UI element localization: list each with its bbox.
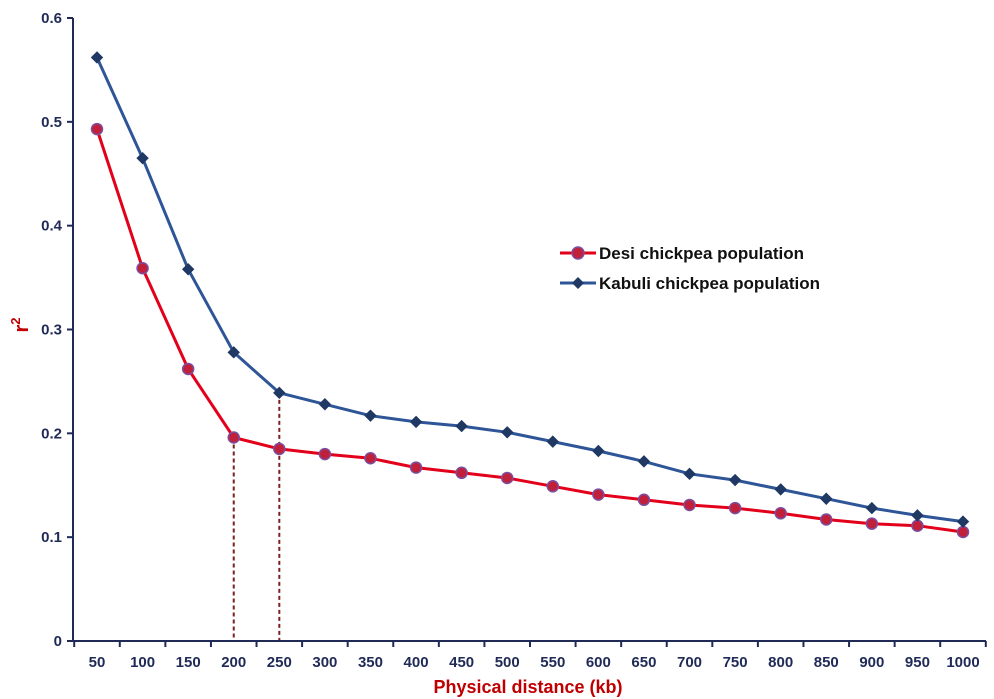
x-tick-label-200: 200: [221, 654, 246, 671]
point-desi-150: [181, 362, 195, 376]
point-desi-950: [911, 519, 924, 532]
series-line-desi: [95, 128, 964, 534]
point-kabuli-600: [592, 444, 605, 458]
x-axis-title: Physical distance (kb): [433, 677, 622, 697]
point-desi-450: [455, 466, 468, 480]
point-desi-700: [683, 498, 696, 512]
y-tick-label-5: 0.5: [41, 114, 62, 131]
x-tick-label-950: 950: [905, 654, 930, 671]
point-kabuli-800: [774, 483, 787, 496]
point-kabuli-1000: [956, 515, 970, 528]
x-tick-label-900: 900: [859, 654, 884, 671]
point-kabuli-850: [820, 492, 833, 505]
point-kabuli-300: [318, 398, 332, 411]
point-kabuli-950: [911, 509, 924, 522]
x-tick-label-50: 50: [89, 654, 106, 671]
point-kabuli-500: [501, 426, 514, 439]
point-kabuli-650: [637, 455, 651, 468]
point-kabuli-350: [364, 409, 377, 422]
point-kabuli-150: [181, 263, 195, 276]
x-tick-label-850: 850: [814, 654, 839, 671]
x-tick-label-400: 400: [404, 654, 429, 671]
x-tick-label-500: 500: [495, 654, 520, 671]
x-tick-label-650: 650: [631, 654, 656, 671]
x-tick-label-350: 350: [358, 654, 383, 671]
x-tick-label-600: 600: [586, 654, 611, 671]
y-tick-label-6: 0.6: [41, 10, 62, 27]
y-axis-title-superscript: 2: [8, 317, 23, 324]
legend-entry-kabuli: Kabuli chickpea population: [560, 274, 820, 293]
x-tick-label-100: 100: [130, 654, 155, 671]
ticks: 0 0.1 0.2 0.3 0.4 0.5 0.6 50 100 150 200 250 300 350 4…: [41, 10, 987, 671]
point-kabuli-700: [683, 467, 696, 481]
point-desi-350: [364, 452, 377, 465]
point-desi-750: [728, 501, 742, 515]
point-desi-300: [318, 447, 332, 461]
y-tick-label-1: 0.1: [41, 529, 62, 546]
x-tick-label-450: 450: [449, 654, 474, 671]
x-tick-label-550: 550: [540, 654, 565, 671]
point-desi-650: [637, 493, 651, 507]
legend: Desi chickpea population Kabuli chickpea…: [560, 244, 820, 293]
svg-text:r2: r2: [8, 317, 33, 332]
axes: [72, 18, 986, 642]
point-desi-100: [136, 261, 149, 275]
point-desi-50: [90, 122, 104, 136]
y-axis-title: r2: [8, 317, 33, 332]
x-tick-label-700: 700: [677, 654, 702, 671]
point-kabuli-900: [865, 501, 879, 515]
y-tick-label-3: 0.3: [41, 322, 62, 339]
point-kabuli-750: [728, 473, 742, 487]
legend-label-desi: Desi chickpea population: [599, 244, 804, 263]
point-desi-550: [546, 480, 560, 493]
point-desi-500: [500, 471, 514, 485]
point-kabuli-400: [409, 415, 423, 429]
point-desi-850: [820, 513, 833, 526]
x-tick-label-750: 750: [723, 654, 748, 671]
point-kabuli-50: [90, 51, 104, 64]
legend-marker-kabuli: [572, 277, 584, 289]
reference-lines: [232, 392, 281, 641]
y-tick-label-2: 0.2: [41, 425, 62, 442]
point-desi-1000: [956, 525, 970, 539]
y-tick-label-4: 0.4: [41, 218, 63, 235]
point-desi-400: [409, 461, 423, 474]
legend-label-kabuli: Kabuli chickpea population: [599, 274, 820, 293]
point-kabuli-100: [136, 151, 149, 165]
x-tick-label-1000: 1000: [946, 654, 979, 671]
point-kabuli-450: [455, 419, 468, 433]
point-desi-900: [865, 517, 879, 530]
series-line-kabuli: [95, 56, 964, 524]
point-desi-200: [227, 431, 240, 444]
legend-entry-desi: Desi chickpea population: [560, 244, 804, 263]
point-desi-600: [592, 488, 605, 501]
x-tick-label-300: 300: [312, 654, 337, 671]
point-desi-250: [273, 442, 286, 456]
series-group: [90, 51, 970, 539]
point-kabuli-250: [273, 386, 286, 400]
y-axis-title-base: r: [11, 325, 33, 333]
x-tick-label-250: 250: [267, 654, 292, 671]
point-desi-800: [774, 507, 787, 520]
point-kabuli-550: [546, 435, 559, 448]
y-tick-label-0: 0: [54, 633, 62, 650]
point-kabuli-200: [227, 346, 240, 359]
legend-marker-desi: [571, 246, 585, 260]
x-tick-label-150: 150: [176, 654, 201, 671]
x-tick-label-800: 800: [768, 654, 793, 671]
